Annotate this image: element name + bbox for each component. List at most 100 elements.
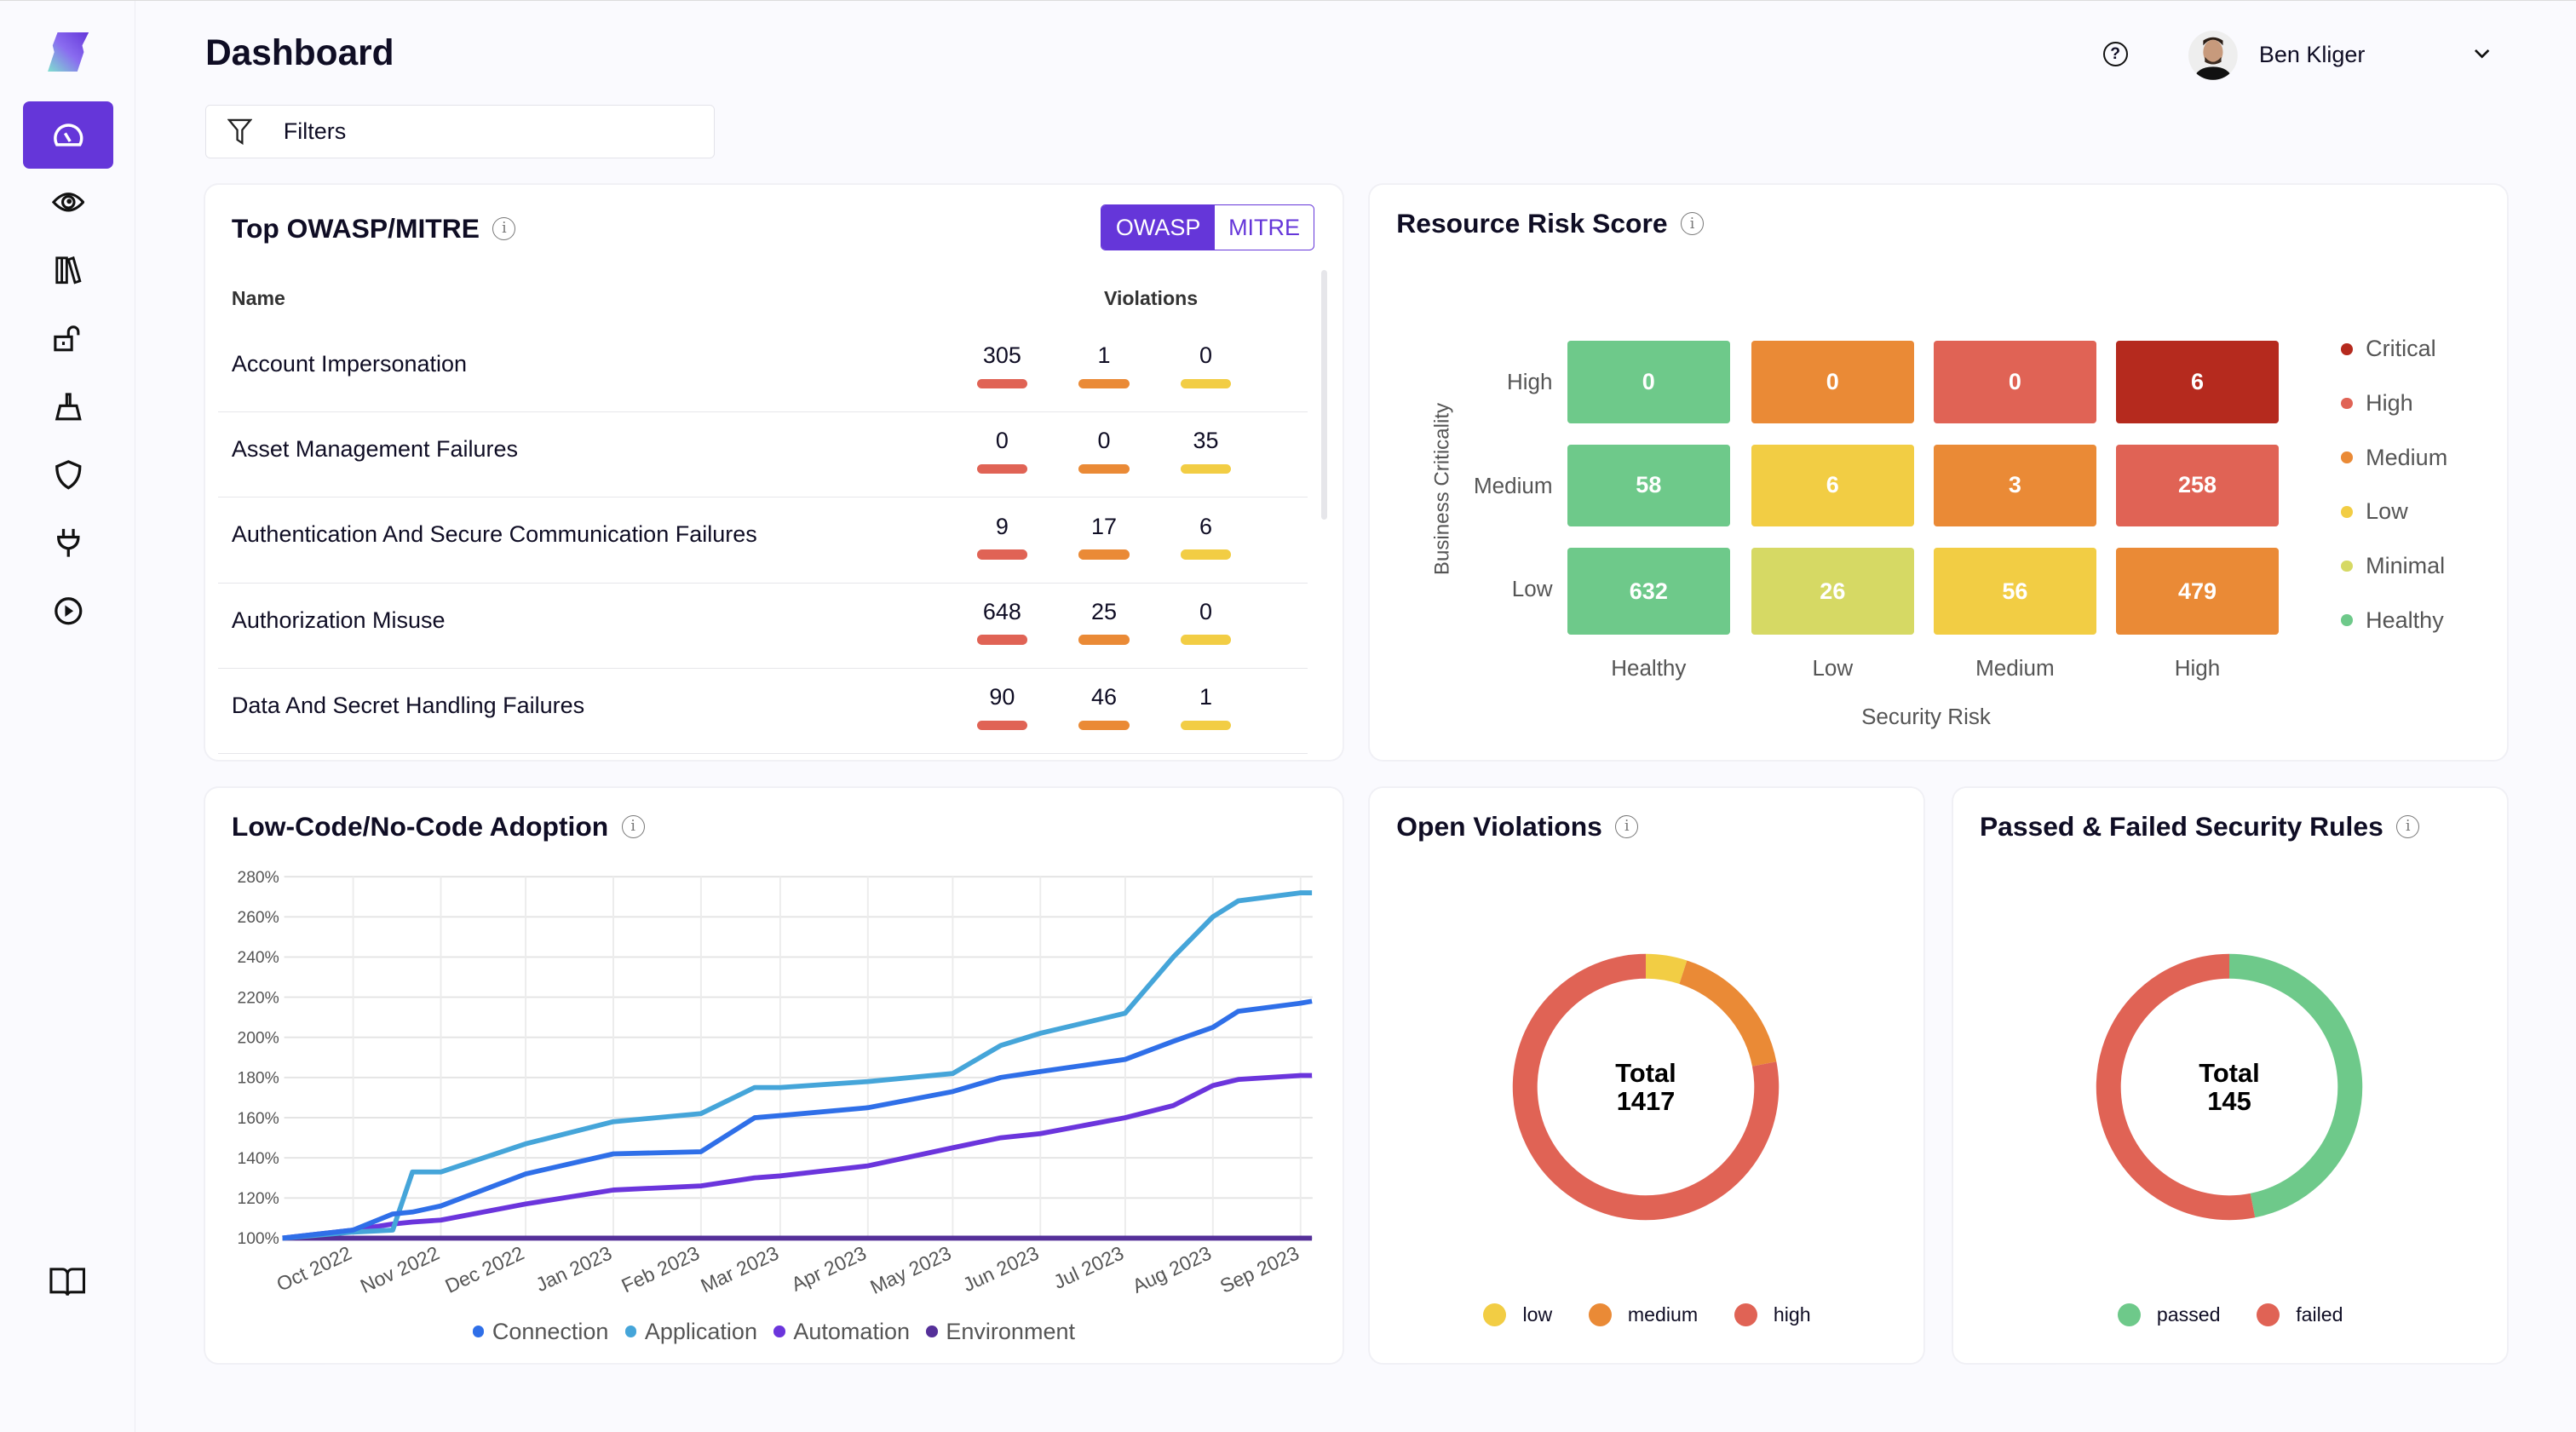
heatmap-cell[interactable]: 6	[2116, 341, 2279, 423]
sidebar-item-eye[interactable]	[23, 169, 113, 236]
heatmap-cell[interactable]: 3	[1933, 444, 2096, 527]
donut-slice-medium[interactable]	[1679, 960, 1777, 1067]
broom-icon	[55, 393, 82, 421]
legend-item[interactable]: medium	[1588, 1303, 1698, 1327]
heatmap-cell[interactable]: 56	[1933, 548, 2096, 635]
donut-slice-high[interactable]	[1513, 953, 1780, 1220]
sidebar-item-broom[interactable]	[23, 374, 113, 441]
chevron-down-icon[interactable]	[2474, 49, 2490, 60]
col-label: Healthy	[1611, 654, 1687, 681]
series-line-application[interactable]	[282, 889, 1313, 1241]
violation-count-high: 9	[995, 513, 1009, 539]
table-row[interactable]: Authentication And Secure Communication …	[218, 497, 1308, 584]
heatmap-cell[interactable]: 26	[1751, 548, 1914, 635]
legend-label: Minimal	[2366, 553, 2446, 578]
legend-dot	[1588, 1303, 1612, 1327]
owasp-title: Top OWASP/MITRE	[231, 212, 480, 244]
adoption-title: Low-Code/No-Code Adoption	[231, 810, 609, 842]
severity-bar-medium	[1078, 463, 1130, 474]
row-name: Data And Secret Handling Failures	[231, 692, 585, 718]
series-line-connection[interactable]	[282, 998, 1313, 1241]
sidebar-item-dashboard-gauge[interactable]	[23, 101, 114, 169]
table-row[interactable]: Authorization Misuse 648 25 0	[218, 583, 1308, 669]
sidebar-item-plug[interactable]	[23, 509, 113, 576]
legend-label: Application	[644, 1318, 757, 1344]
heatmap-cell[interactable]: 58	[1567, 444, 1730, 527]
row-name: Authorization Misuse	[231, 607, 446, 633]
table-row[interactable]: Account Impersonation 305 1 0	[218, 326, 1308, 413]
unlock-icon	[54, 325, 80, 352]
user-name[interactable]: Ben Kliger	[2258, 42, 2366, 68]
info-icon[interactable]: i	[492, 216, 516, 240]
legend-dot	[2341, 451, 2353, 463]
info-icon[interactable]: i	[1615, 814, 1639, 838]
row-label: Low	[1511, 576, 1553, 601]
legend-dot	[1734, 1303, 1757, 1327]
legend-dot	[624, 1326, 637, 1337]
x-tick-label: Jul 2023	[1050, 1241, 1127, 1293]
severity-bar-low	[1180, 463, 1232, 474]
info-icon[interactable]: i	[621, 814, 645, 838]
heatmap-cell[interactable]: 0	[1567, 341, 1730, 423]
legend-item[interactable]: failed	[2256, 1303, 2343, 1327]
donut-legend: low medium high	[1370, 1303, 1923, 1327]
violation-count-low: 35	[1193, 428, 1219, 454]
legend-item[interactable]: Environment	[926, 1319, 1075, 1345]
legend-item[interactable]: Connection	[472, 1319, 608, 1345]
help-icon[interactable]: ?	[2102, 42, 2128, 67]
x-axis-label: Security Risk	[1861, 704, 1991, 730]
severity-bar-medium	[1078, 720, 1130, 731]
legend-label: Medium	[2366, 444, 2448, 470]
legend-dot	[2256, 1303, 2280, 1327]
donut-slice-low[interactable]	[1646, 953, 1688, 984]
heatmap-cell[interactable]: 632	[1567, 548, 1730, 635]
donut-slice-failed[interactable]	[2096, 953, 2256, 1221]
scrollbar[interactable]	[1320, 270, 1328, 520]
legend-item[interactable]: passed	[2117, 1303, 2221, 1327]
legend-label: passed	[2156, 1303, 2221, 1326]
legend-item[interactable]: low	[1483, 1303, 1552, 1327]
legend-dot	[2341, 506, 2353, 518]
book-icon[interactable]	[49, 1266, 85, 1299]
heatmap-cell[interactable]: 258	[2116, 444, 2279, 527]
severity-bar-high	[976, 549, 1028, 560]
info-icon[interactable]: i	[2396, 814, 2420, 838]
avatar[interactable]	[2188, 30, 2238, 80]
heatmap-cell[interactable]: 0	[1933, 341, 2096, 423]
sidebar-item-play[interactable]	[23, 578, 113, 645]
donut-slice-passed[interactable]	[2228, 953, 2363, 1218]
sidebar-item-shield[interactable]	[23, 441, 113, 509]
sidebar-item-library[interactable]	[23, 236, 113, 303]
x-tick-label: Feb 2023	[618, 1241, 704, 1297]
heatmap-cell[interactable]: 479	[2116, 548, 2279, 635]
chart-legend: Connection Application Automation Environme…	[205, 1319, 1343, 1345]
heatmap-cell[interactable]: 0	[1751, 341, 1914, 423]
series-line-automation[interactable]	[282, 1073, 1313, 1241]
legend-item[interactable]: high	[1734, 1303, 1811, 1327]
heatmap-cell[interactable]: 6	[1751, 444, 1914, 527]
legend-item[interactable]: Automation	[773, 1319, 910, 1345]
legend-dot	[2341, 397, 2353, 410]
col-name: Name	[231, 286, 285, 309]
info-icon[interactable]: i	[1680, 211, 1705, 236]
severity-bar-low	[1180, 720, 1232, 731]
legend-label: High	[2366, 390, 2413, 417]
severity-bar-medium	[1078, 549, 1130, 560]
severity-bar-low	[1180, 378, 1232, 389]
x-tick-label: Nov 2022	[357, 1241, 443, 1297]
legend-dot	[1483, 1303, 1507, 1327]
toggle-owasp[interactable]: OWASP	[1101, 205, 1216, 250]
legend-dot	[2341, 560, 2353, 572]
table-row[interactable]: Asset Management Failures 0 0 35	[218, 411, 1308, 498]
filter-icon	[227, 118, 253, 145]
library-icon	[55, 256, 82, 285]
legend-item[interactable]: Application	[624, 1318, 757, 1345]
x-tick-label: Sep 2023	[1216, 1241, 1302, 1297]
sidebar-item-unlock[interactable]	[23, 305, 113, 372]
table-row[interactable]: Data And Secret Handling Failures 90 46 1	[218, 668, 1308, 755]
toggle-mitre[interactable]: MITRE	[1228, 214, 1301, 240]
legend-dot	[472, 1326, 485, 1337]
x-tick-label: Dec 2022	[442, 1241, 528, 1297]
filters-button[interactable]: Filters	[205, 104, 715, 159]
violation-count-medium: 1	[1097, 342, 1111, 369]
